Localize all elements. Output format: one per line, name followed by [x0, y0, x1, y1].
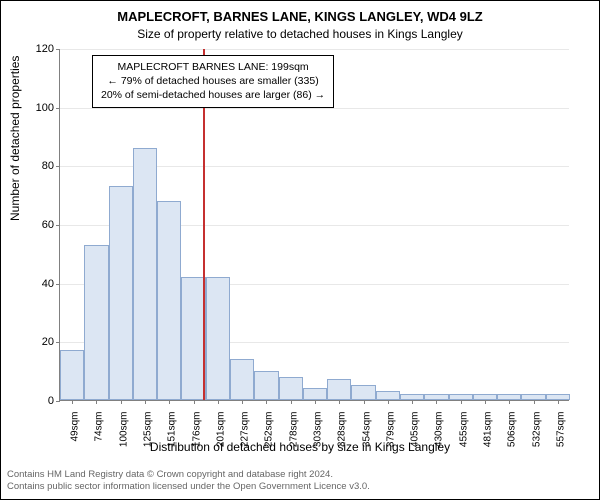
bar [60, 350, 84, 400]
xtick-mark [169, 400, 170, 404]
footer-line-2: Contains public sector information licen… [7, 481, 370, 493]
xtick-mark [436, 400, 437, 404]
plot-area: 02040608010012049sqm74sqm100sqm125sqm151… [59, 49, 569, 401]
xtick-mark [315, 400, 316, 404]
gridline [60, 49, 569, 50]
bar [84, 245, 108, 400]
bar [181, 277, 205, 400]
xtick-mark [509, 400, 510, 404]
footer-line-1: Contains HM Land Registry data © Crown c… [7, 469, 370, 481]
bar [230, 359, 254, 400]
bar [109, 186, 133, 400]
xtick-mark [558, 400, 559, 404]
xtick-mark [72, 400, 73, 404]
xtick-mark [145, 400, 146, 404]
bar [279, 377, 303, 400]
xtick-mark [339, 400, 340, 404]
chart-subtitle: Size of property relative to detached ho… [1, 27, 599, 41]
ytick-label: 80 [42, 160, 60, 172]
annotation-line-2: ← 79% of detached houses are smaller (33… [101, 74, 325, 88]
xtick-mark [242, 400, 243, 404]
ytick-label: 60 [42, 219, 60, 231]
footer-attribution: Contains HM Land Registry data © Crown c… [7, 469, 370, 493]
bar [254, 371, 278, 400]
xtick-mark [534, 400, 535, 404]
xtick-label: 74sqm [94, 412, 105, 442]
ytick-label: 100 [36, 102, 60, 114]
bar [303, 388, 327, 400]
gridline [60, 108, 569, 109]
xtick-label: 49sqm [70, 412, 81, 442]
xtick-mark [388, 400, 389, 404]
x-axis-label: Distribution of detached houses by size … [1, 440, 599, 454]
xtick-mark [121, 400, 122, 404]
bar [157, 201, 181, 400]
ytick-label: 120 [36, 43, 60, 55]
xtick-mark [218, 400, 219, 404]
xtick-mark [485, 400, 486, 404]
bar [206, 277, 230, 400]
xtick-mark [412, 400, 413, 404]
ytick-label: 20 [42, 336, 60, 348]
xtick-mark [96, 400, 97, 404]
bar [351, 385, 375, 400]
xtick-mark [461, 400, 462, 404]
y-axis-label: Number of detached properties [8, 56, 22, 221]
bar [133, 148, 157, 400]
annotation-line-1: MAPLECROFT BARNES LANE: 199sqm [101, 60, 325, 74]
bar [327, 379, 351, 400]
ytick-label: 40 [42, 278, 60, 290]
chart-title: MAPLECROFT, BARNES LANE, KINGS LANGLEY, … [1, 9, 599, 24]
bar [376, 391, 400, 400]
ytick-label: 0 [48, 395, 60, 407]
annotation-box: MAPLECROFT BARNES LANE: 199sqm ← 79% of … [92, 55, 334, 108]
xtick-mark [364, 400, 365, 404]
xtick-mark [266, 400, 267, 404]
xtick-mark [291, 400, 292, 404]
xtick-mark [194, 400, 195, 404]
annotation-line-3: 20% of semi-detached houses are larger (… [101, 88, 325, 102]
